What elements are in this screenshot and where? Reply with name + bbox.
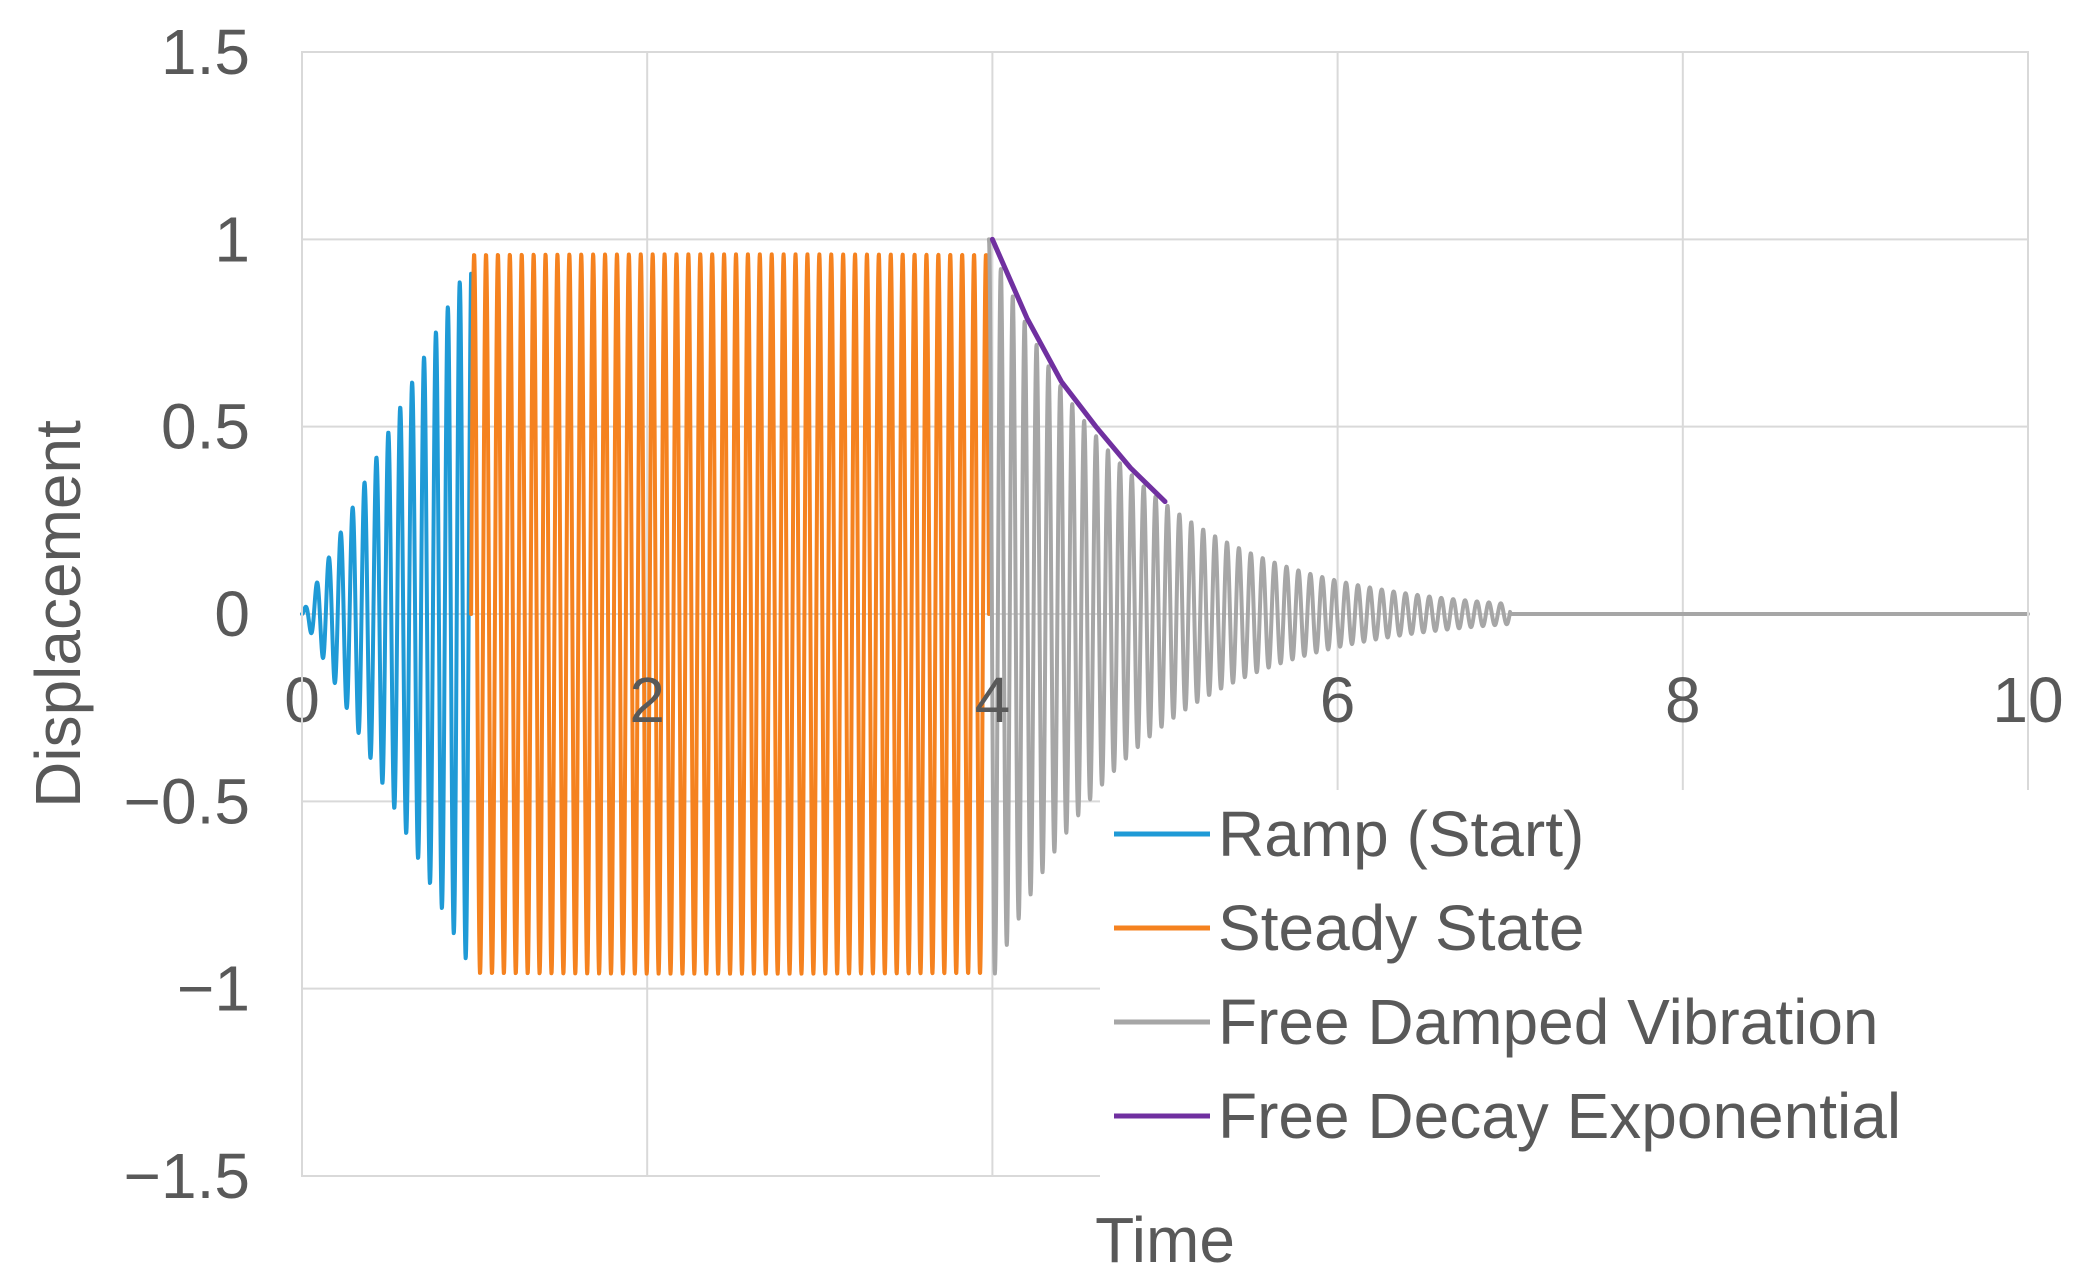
- legend: Ramp (Start) Steady State Free Damped Vibr…: [1100, 790, 2030, 1186]
- y-tick-label: 0.5: [161, 391, 250, 463]
- plot-series: [300, 236, 2030, 976]
- y-tick-label: 1: [214, 203, 250, 275]
- y-tick-label: −1: [177, 953, 250, 1025]
- legend-label: Steady State: [1218, 892, 1584, 964]
- legend-label: Ramp (Start): [1218, 798, 1584, 870]
- legend-label: Free Decay Exponential: [1218, 1080, 1901, 1152]
- y-tick-label: −1.5: [124, 1140, 250, 1212]
- series-line-ramp-start: [300, 271, 474, 961]
- legend-box: [1100, 790, 2030, 1186]
- x-tick-label: 8: [1665, 664, 1701, 736]
- y-tick-label: 1.5: [161, 16, 250, 88]
- y-axis-title: Displacement: [22, 420, 94, 808]
- series-line-free-decay-exponential: [989, 236, 1168, 505]
- x-tick-label: 4: [975, 664, 1011, 736]
- x-tick-label: 2: [629, 664, 665, 736]
- y-tick-label: −0.5: [124, 765, 250, 837]
- x-tick-label: 6: [1320, 664, 1356, 736]
- legend-label: Free Damped Vibration: [1218, 986, 1879, 1058]
- y-tick-label: 0: [214, 578, 250, 650]
- x-axis-title: Time: [1095, 1204, 1235, 1276]
- series-line-free-damped-vibration: [986, 237, 2030, 976]
- series-line-steady-state: [469, 252, 991, 976]
- axes: 0 2 4 6 8 101.510.50−0.5−1−1.5: [124, 16, 2064, 1212]
